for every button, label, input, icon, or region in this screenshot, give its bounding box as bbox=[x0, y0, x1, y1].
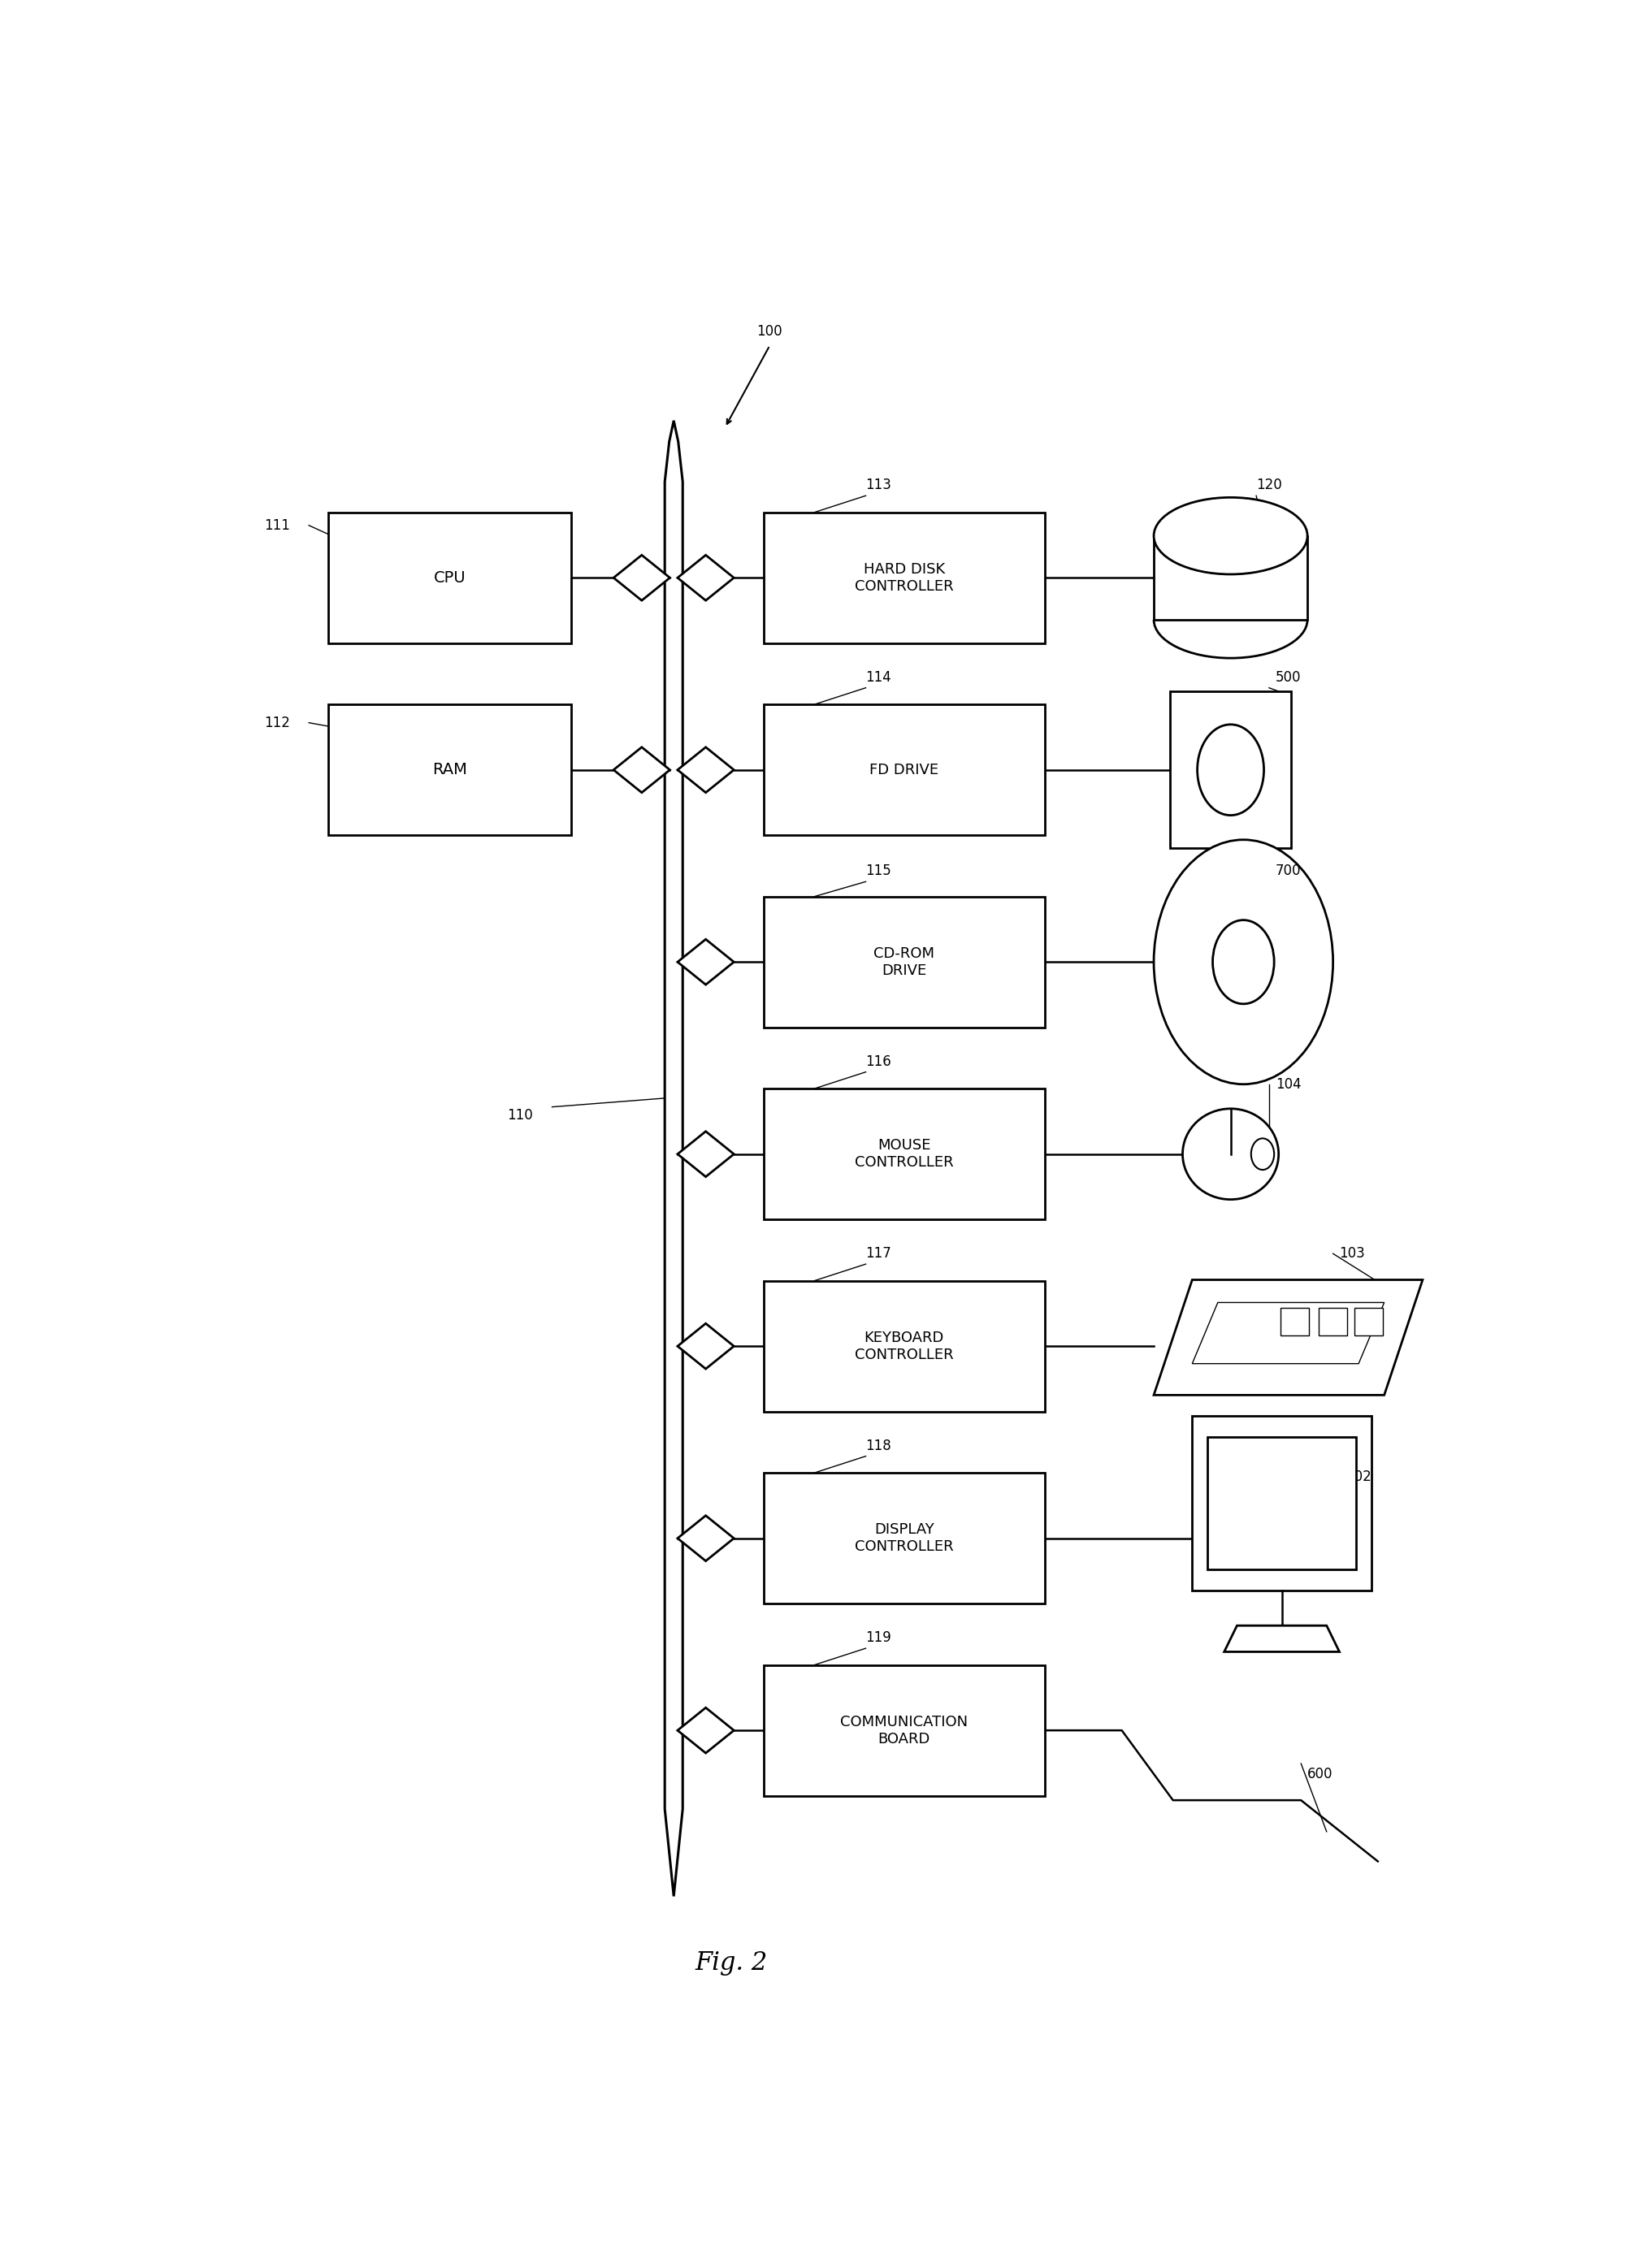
Bar bbox=[763, 896, 1045, 1027]
Bar bbox=[1152, 535, 1308, 619]
Bar bbox=[1354, 1309, 1382, 1336]
Polygon shape bbox=[613, 556, 670, 601]
Text: 500: 500 bbox=[1275, 669, 1301, 685]
Bar bbox=[763, 705, 1045, 835]
Text: KEYBOARD
CONTROLLER: KEYBOARD CONTROLLER bbox=[854, 1331, 953, 1361]
Text: DISPLAY
CONTROLLER: DISPLAY CONTROLLER bbox=[854, 1522, 953, 1554]
Bar bbox=[1192, 1415, 1370, 1590]
Text: 100: 100 bbox=[756, 324, 783, 338]
Circle shape bbox=[1212, 921, 1273, 1005]
Bar bbox=[763, 1089, 1045, 1220]
Text: CPU: CPU bbox=[434, 569, 466, 585]
Polygon shape bbox=[613, 746, 670, 792]
Text: 119: 119 bbox=[865, 1631, 892, 1644]
Text: MOUSE
CONTROLLER: MOUSE CONTROLLER bbox=[854, 1139, 953, 1170]
Polygon shape bbox=[677, 939, 733, 984]
Polygon shape bbox=[677, 1325, 733, 1370]
Text: 113: 113 bbox=[865, 479, 892, 492]
Text: RAM: RAM bbox=[433, 762, 467, 778]
Polygon shape bbox=[677, 1132, 733, 1177]
Ellipse shape bbox=[1154, 497, 1308, 574]
Polygon shape bbox=[677, 556, 733, 601]
Bar bbox=[1317, 1309, 1347, 1336]
Text: 112: 112 bbox=[264, 714, 289, 730]
Bar bbox=[763, 513, 1045, 644]
Text: 120: 120 bbox=[1255, 479, 1281, 492]
Text: 115: 115 bbox=[865, 864, 892, 878]
Text: 110: 110 bbox=[507, 1109, 533, 1123]
Polygon shape bbox=[677, 1708, 733, 1753]
Circle shape bbox=[1152, 839, 1332, 1084]
Text: 104: 104 bbox=[1275, 1077, 1301, 1091]
Text: 111: 111 bbox=[264, 517, 289, 533]
Text: 600: 600 bbox=[1308, 1767, 1332, 1780]
Text: COMMUNICATION
BOARD: COMMUNICATION BOARD bbox=[840, 1715, 967, 1746]
Bar bbox=[329, 513, 571, 644]
Bar bbox=[329, 705, 571, 835]
Polygon shape bbox=[677, 746, 733, 792]
Text: 102: 102 bbox=[1346, 1470, 1370, 1486]
Circle shape bbox=[1197, 723, 1263, 814]
Text: 700: 700 bbox=[1275, 864, 1301, 878]
Polygon shape bbox=[1154, 1279, 1422, 1395]
Bar bbox=[1280, 1309, 1308, 1336]
Text: Fig. 2: Fig. 2 bbox=[695, 1950, 768, 1975]
Ellipse shape bbox=[1182, 1109, 1278, 1200]
Bar bbox=[763, 1472, 1045, 1603]
Bar bbox=[763, 1665, 1045, 1796]
Text: 118: 118 bbox=[865, 1438, 892, 1454]
Polygon shape bbox=[1223, 1626, 1339, 1651]
Text: 114: 114 bbox=[865, 669, 892, 685]
Text: HARD DISK
CONTROLLER: HARD DISK CONTROLLER bbox=[854, 562, 953, 594]
Text: 116: 116 bbox=[865, 1055, 892, 1068]
Polygon shape bbox=[664, 420, 682, 1896]
Bar bbox=[763, 1281, 1045, 1411]
Text: CD-ROM
DRIVE: CD-ROM DRIVE bbox=[873, 946, 934, 978]
Polygon shape bbox=[1192, 1302, 1384, 1363]
Text: FD DRIVE: FD DRIVE bbox=[868, 762, 938, 778]
Bar bbox=[1207, 1438, 1355, 1569]
Text: 117: 117 bbox=[865, 1247, 892, 1261]
Polygon shape bbox=[677, 1515, 733, 1560]
Ellipse shape bbox=[1250, 1139, 1273, 1170]
Bar bbox=[1169, 692, 1291, 848]
Text: 103: 103 bbox=[1339, 1247, 1364, 1261]
